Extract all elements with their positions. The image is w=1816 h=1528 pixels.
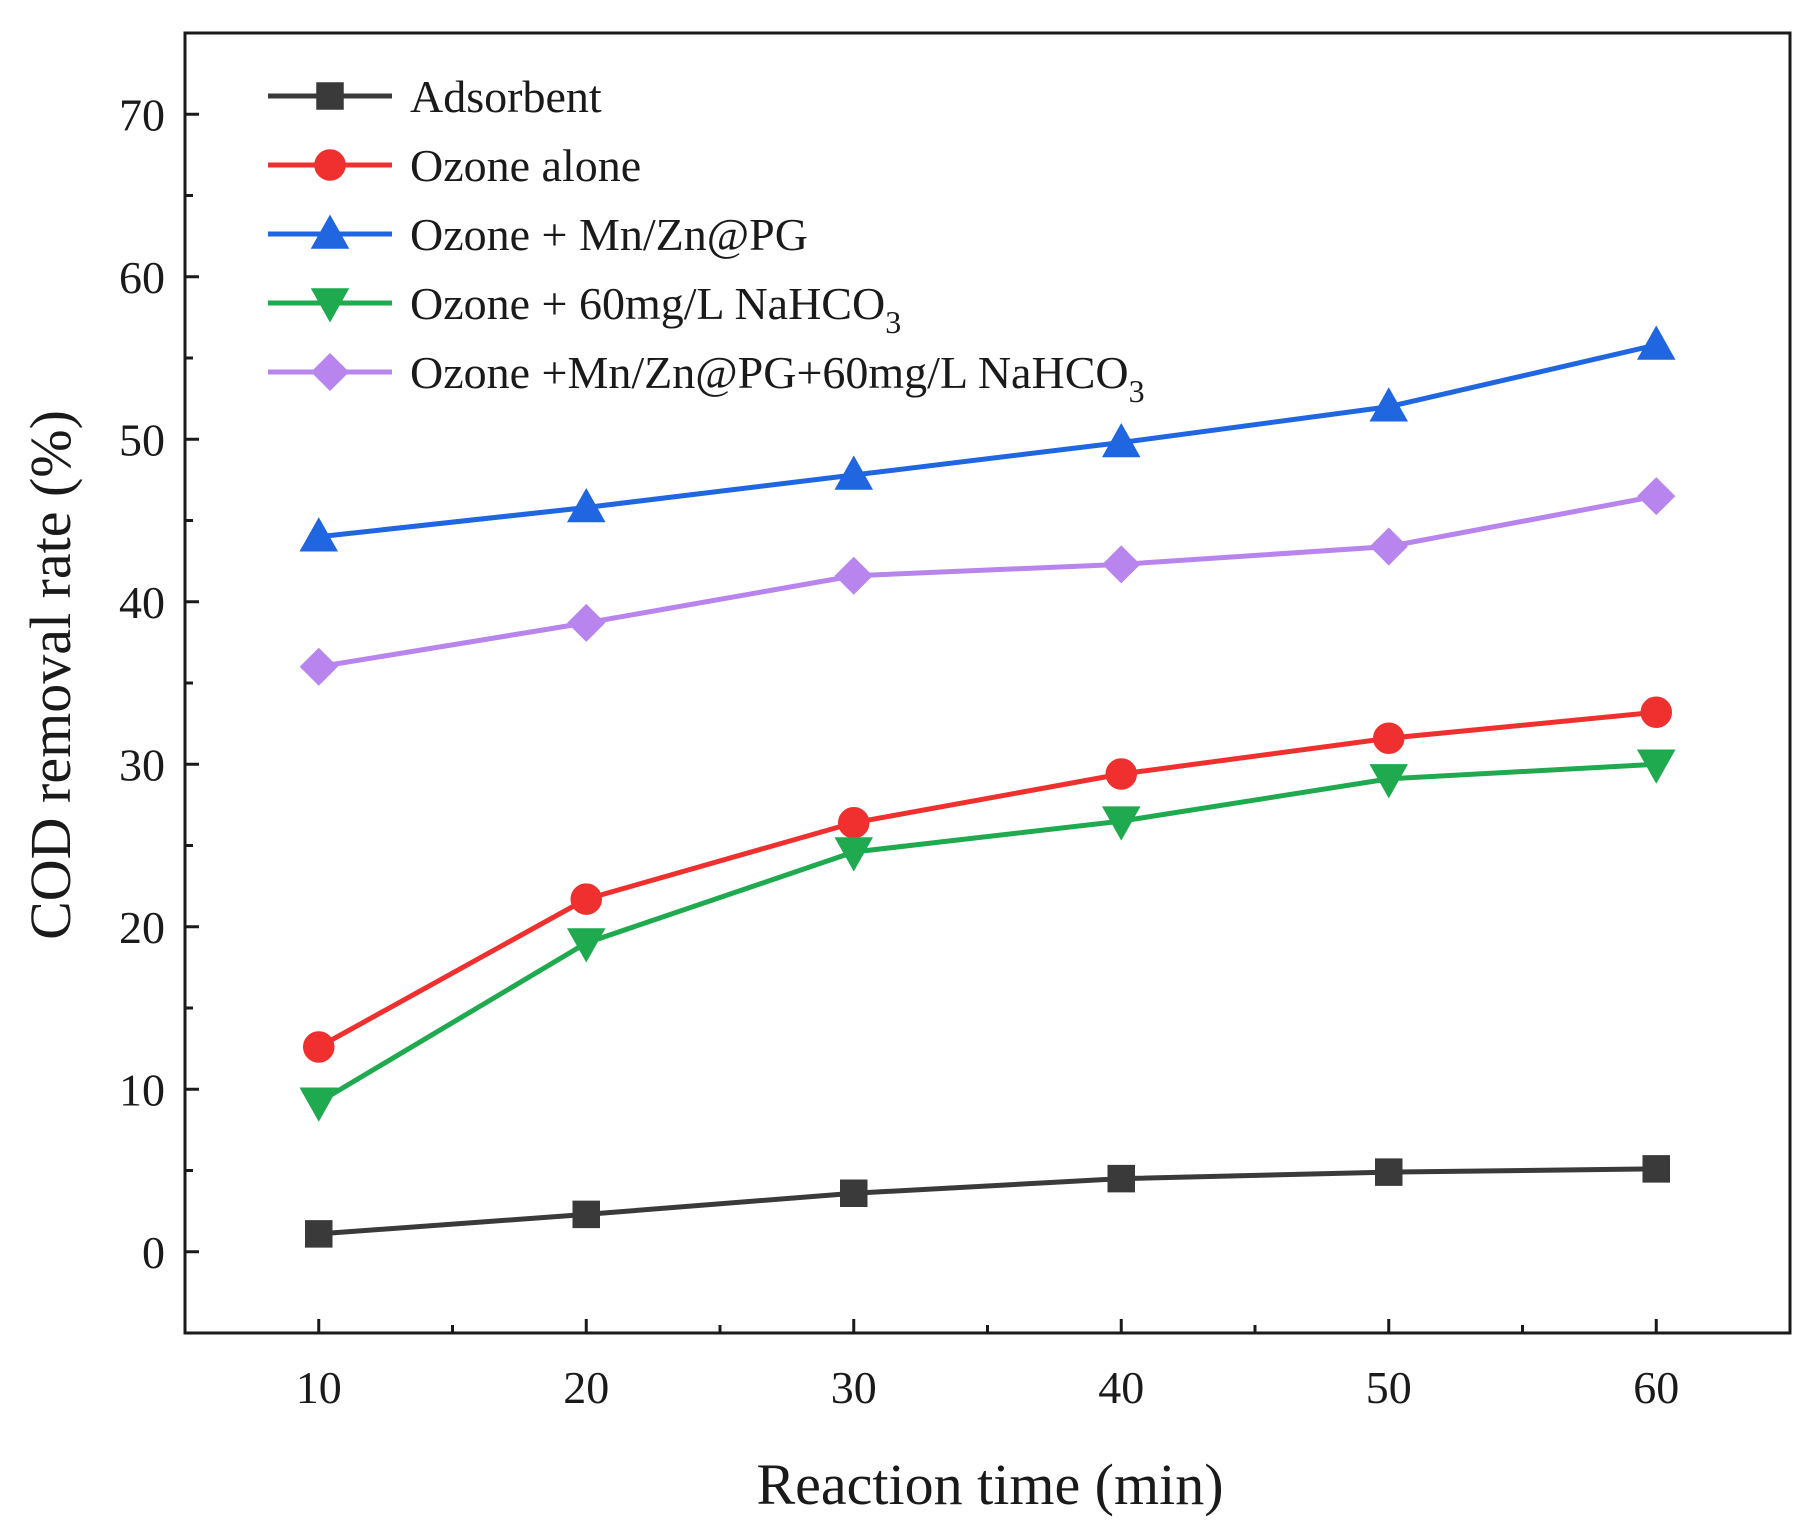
x-tick-label: 50 bbox=[1366, 1362, 1412, 1413]
data-point bbox=[570, 883, 602, 915]
legend-label-main: Ozone alone bbox=[410, 140, 641, 191]
legend: Adsorbent Ozone alone Ozone + Mn/Zn@PG Ozon… bbox=[268, 71, 1145, 409]
series-line bbox=[317, 709, 1657, 1050]
data-point bbox=[1369, 527, 1408, 566]
data-point bbox=[1102, 545, 1141, 584]
legend-label: Ozone alone bbox=[410, 140, 641, 191]
y-tick-label: 60 bbox=[119, 252, 165, 303]
legend-label: Ozone +Mn/Zn@PG+60mg/L NaHCO3 bbox=[410, 347, 1145, 409]
data-point bbox=[1373, 722, 1405, 754]
x-tick-label: 10 bbox=[296, 1362, 342, 1413]
data-point bbox=[305, 1220, 333, 1248]
series-4 bbox=[299, 749, 1676, 1122]
x-tick-label: 30 bbox=[831, 1362, 877, 1413]
legend-label-main: Ozone + 60mg/L NaHCO bbox=[410, 278, 885, 329]
data-point bbox=[1640, 696, 1672, 728]
legend-label: Ozone + Mn/Zn@PG bbox=[410, 209, 808, 260]
y-tick-label: 30 bbox=[119, 739, 165, 790]
data-point bbox=[567, 603, 606, 642]
x-tick-label: 60 bbox=[1633, 1362, 1679, 1413]
y-tick-label: 10 bbox=[119, 1064, 165, 1115]
legend-swatch-marker bbox=[310, 288, 350, 323]
x-axis-title: Reaction time (min) bbox=[756, 1452, 1223, 1517]
data-point bbox=[1637, 477, 1676, 516]
legend-label-main: Adsorbent bbox=[410, 71, 602, 122]
series-line bbox=[318, 342, 1657, 540]
legend-label-subscript: 3 bbox=[1129, 373, 1145, 409]
data-point bbox=[1369, 387, 1409, 422]
series-2 bbox=[303, 696, 1672, 1063]
series-5 bbox=[299, 477, 1676, 686]
data-point bbox=[1101, 806, 1141, 841]
legend-swatch-marker bbox=[314, 149, 346, 181]
data-point bbox=[838, 807, 870, 839]
y-tick-label: 70 bbox=[119, 89, 165, 140]
legend-label-main: Ozone + Mn/Zn@PG bbox=[410, 209, 808, 260]
y-tick-label: 0 bbox=[142, 1227, 165, 1278]
data-point bbox=[1636, 325, 1676, 360]
data-point bbox=[1636, 749, 1676, 784]
data-point bbox=[299, 1087, 339, 1122]
data-point bbox=[566, 487, 606, 523]
x-tick-label: 40 bbox=[1098, 1362, 1144, 1413]
series-line bbox=[317, 761, 1657, 1105]
data-point bbox=[299, 517, 339, 552]
data-point bbox=[834, 455, 874, 490]
data-point bbox=[1642, 1155, 1670, 1183]
data-point bbox=[1107, 1164, 1135, 1193]
y-tick-label: 20 bbox=[119, 902, 165, 953]
legend-label-main: Ozone +Mn/Zn@PG+60mg/L NaHCO bbox=[410, 347, 1129, 398]
legend-label: Ozone + 60mg/L NaHCO3 bbox=[410, 278, 901, 340]
data-point bbox=[566, 928, 606, 963]
data-point bbox=[1375, 1158, 1403, 1186]
y-axis-ticks: 0 10 20 30 40 50 60 70 bbox=[119, 31, 199, 1335]
data-point bbox=[303, 1031, 335, 1063]
data-series bbox=[299, 325, 1676, 1248]
series-3 bbox=[299, 325, 1676, 552]
y-tick-label: 40 bbox=[119, 577, 165, 628]
x-tick-label: 20 bbox=[563, 1362, 609, 1413]
legend-item: Ozone + 60mg/L NaHCO3 bbox=[268, 278, 901, 340]
data-point bbox=[299, 647, 338, 686]
data-point bbox=[840, 1179, 868, 1207]
legend-label-subscript: 3 bbox=[885, 304, 901, 340]
legend-item: Adsorbent bbox=[268, 71, 602, 122]
data-point bbox=[1369, 764, 1409, 799]
series-line bbox=[318, 1166, 1657, 1237]
series-line bbox=[318, 493, 1657, 670]
legend-swatch-marker bbox=[310, 214, 350, 249]
y-axis-title: COD removal rate (%) bbox=[18, 410, 83, 940]
x-axis-ticks: 10 20 30 40 50 60 bbox=[296, 1319, 1679, 1413]
legend-item: Ozone + Mn/Zn@PG bbox=[268, 209, 808, 260]
data-point bbox=[834, 556, 873, 595]
data-point bbox=[572, 1200, 600, 1229]
legend-item: Ozone +Mn/Zn@PG+60mg/L NaHCO3 bbox=[268, 347, 1145, 409]
legend-item: Ozone alone bbox=[268, 140, 641, 191]
data-point bbox=[834, 837, 874, 872]
series-1 bbox=[305, 1155, 1670, 1248]
legend-swatch-marker bbox=[310, 352, 350, 392]
data-point bbox=[1101, 422, 1141, 458]
legend-swatch-marker bbox=[316, 82, 344, 110]
legend-label: Adsorbent bbox=[410, 71, 602, 122]
data-point bbox=[1105, 758, 1137, 790]
y-tick-label: 50 bbox=[119, 414, 165, 465]
